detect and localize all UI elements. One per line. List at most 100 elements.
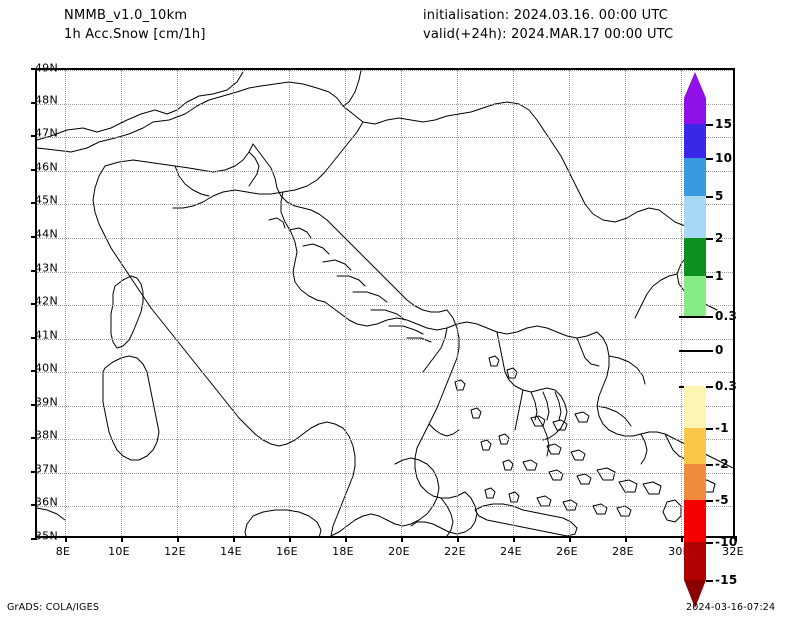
gridline-lon-24 bbox=[513, 70, 514, 536]
ylabel-37: 37N bbox=[34, 462, 58, 476]
ylabel-36: 36N bbox=[34, 495, 58, 509]
gridline-lat-38 bbox=[37, 439, 733, 440]
colorbar-tick-neg10 bbox=[706, 542, 713, 544]
xtick-26 bbox=[569, 536, 571, 542]
gridline-lat-41 bbox=[37, 339, 733, 340]
colorbar-label-1: 1 bbox=[715, 269, 724, 283]
ylabel-49: 49N bbox=[34, 61, 58, 75]
ylabel-38: 38N bbox=[34, 428, 58, 442]
xtick-16 bbox=[289, 536, 291, 542]
colorbar-band-2-5 bbox=[684, 196, 706, 238]
gridline-lon-28 bbox=[625, 70, 626, 536]
colorbar-zero-upper-rule bbox=[679, 316, 711, 318]
coastline-layer bbox=[37, 70, 733, 536]
colorbar-band-1-2 bbox=[684, 238, 706, 276]
ytick-43 bbox=[31, 270, 37, 272]
xlabel-20: 20E bbox=[388, 545, 410, 558]
ylabel-39: 39N bbox=[34, 395, 58, 409]
xtick-8 bbox=[65, 536, 67, 542]
xtick-30 bbox=[681, 536, 683, 542]
gridline-lat-46 bbox=[37, 171, 733, 172]
colorbar-label-neg2: -2 bbox=[715, 457, 729, 471]
gridline-lon-26 bbox=[569, 70, 570, 536]
colorbar-tick-neg2 bbox=[706, 464, 713, 466]
xlabel-16: 16E bbox=[276, 545, 298, 558]
ylabel-41: 41N bbox=[34, 328, 58, 342]
xlabel-22: 22E bbox=[444, 545, 466, 558]
xlabel-8: 8E bbox=[55, 545, 71, 558]
colorbar-label-neg03: 0.3 bbox=[715, 379, 738, 393]
gridline-lat-45 bbox=[37, 204, 733, 205]
xtick-12 bbox=[177, 536, 179, 542]
colorbar-tick-03 bbox=[706, 316, 713, 318]
ylabel-44: 44N bbox=[34, 227, 58, 241]
model-name: NMMB_v1.0_10km bbox=[64, 8, 188, 23]
gridline-lat-47 bbox=[37, 137, 733, 138]
gridline-lat-43 bbox=[37, 272, 733, 273]
colorbar-band-10-15 bbox=[684, 124, 706, 158]
colorbar-label-neg15: -15 bbox=[715, 573, 738, 587]
colorbar-tick-neg5 bbox=[706, 500, 713, 502]
colorbar-band-neg1-neg2 bbox=[684, 428, 706, 464]
colorbar-band-neg10-neg15 bbox=[684, 542, 706, 580]
ylabel-43: 43N bbox=[34, 261, 58, 275]
colorbar-label-03: 0.3 bbox=[715, 309, 738, 323]
colorbar-label-0: 0 bbox=[715, 343, 724, 357]
colorbar-band-neg03-neg1 bbox=[684, 386, 706, 428]
ylabel-42: 42N bbox=[34, 294, 58, 308]
gridline-lon-12 bbox=[177, 70, 178, 536]
gridline-lat-40 bbox=[37, 372, 733, 373]
gridline-lon-20 bbox=[401, 70, 402, 536]
colorbar-tick-1 bbox=[706, 276, 713, 278]
map-canvas bbox=[37, 70, 733, 536]
gridline-lon-30 bbox=[681, 70, 682, 536]
ylabel-47: 47N bbox=[34, 126, 58, 140]
colorbar-label-5: 5 bbox=[715, 189, 724, 203]
gridline-lon-8 bbox=[65, 70, 66, 536]
ytick-36 bbox=[31, 504, 37, 506]
ytick-46 bbox=[31, 169, 37, 171]
ytick-37 bbox=[31, 471, 37, 473]
colorbar-label-neg1: -1 bbox=[715, 421, 729, 435]
xlabel-24: 24E bbox=[500, 545, 522, 558]
colorbar-tick-15 bbox=[706, 124, 713, 126]
colorbar-label-neg10: -10 bbox=[715, 535, 738, 549]
ylabel-40: 40N bbox=[34, 361, 58, 375]
colorbar-band-15-over bbox=[684, 98, 706, 124]
ytick-41 bbox=[31, 337, 37, 339]
initialisation-time: initialisation: 2024.03.16. 00:00 UTC bbox=[423, 8, 668, 23]
ytick-47 bbox=[31, 135, 37, 137]
gridline-lat-37 bbox=[37, 473, 733, 474]
gridline-lat-36 bbox=[37, 506, 733, 507]
colorbar-band-neg2-neg5 bbox=[684, 464, 706, 500]
xlabel-14: 14E bbox=[220, 545, 242, 558]
ytick-40 bbox=[31, 370, 37, 372]
colorbar-zero-line bbox=[679, 350, 711, 352]
gridline-lat-42 bbox=[37, 305, 733, 306]
ytick-35 bbox=[31, 538, 37, 540]
colorbar-tick-2 bbox=[706, 238, 713, 240]
xtick-14 bbox=[233, 536, 235, 542]
gridline-lon-14 bbox=[233, 70, 234, 536]
colorbar-tick-0 bbox=[706, 350, 713, 352]
colorbar-label-10: 10 bbox=[715, 151, 733, 165]
xlabel-28: 28E bbox=[612, 545, 634, 558]
ylabel-48: 48N bbox=[34, 93, 58, 107]
gridline-lon-18 bbox=[345, 70, 346, 536]
xlabel-18: 18E bbox=[332, 545, 354, 558]
colorbar-label-2: 2 bbox=[715, 231, 724, 245]
header-right: initialisation: 2024.03.16. 00:00 UTC va… bbox=[423, 6, 673, 44]
xlabel-26: 26E bbox=[556, 545, 578, 558]
gridline-lat-48 bbox=[37, 104, 733, 105]
xtick-22 bbox=[457, 536, 459, 542]
map-plot-frame bbox=[31, 68, 737, 542]
ylabel-45: 45N bbox=[34, 193, 58, 207]
colorbar-band-5-10 bbox=[684, 158, 706, 196]
colorbar-tick-5 bbox=[706, 196, 713, 198]
gridline-lat-44 bbox=[37, 238, 733, 239]
ytick-42 bbox=[31, 303, 37, 305]
ylabel-35: 35N bbox=[34, 529, 58, 543]
gridline-lat-39 bbox=[37, 406, 733, 407]
ylabel-46: 46N bbox=[34, 160, 58, 174]
